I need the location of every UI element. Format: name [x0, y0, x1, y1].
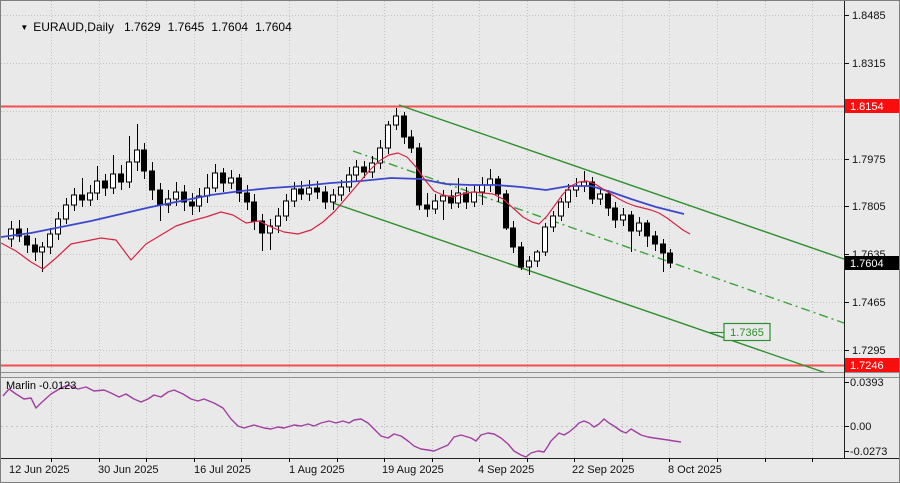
horizontal-price-lines	[1, 105, 844, 367]
svg-text:1.8485: 1.8485	[852, 10, 886, 22]
price-tag-1.7246	[845, 358, 899, 372]
svg-text:1.7465: 1.7465	[852, 297, 886, 309]
svg-text:1.7604: 1.7604	[850, 258, 884, 270]
quote-low: 1.7604	[211, 20, 249, 34]
trend-channel-lower	[332, 202, 827, 374]
svg-text:4 Sep 2025: 4 Sep 2025	[478, 464, 534, 476]
target-price-label: 1.7365	[710, 322, 771, 342]
svg-text:1 Aug 2025: 1 Aug 2025	[289, 464, 345, 476]
price-gridlines	[1, 15, 844, 351]
svg-text:0.0393: 0.0393	[850, 377, 884, 389]
candlestick-series	[8, 108, 673, 275]
quote-open: 1.7629	[123, 20, 161, 34]
svg-text:8 Oct 2025: 8 Oct 2025	[668, 464, 722, 476]
svg-text:1.7246: 1.7246	[850, 360, 884, 372]
moving-average-red	[1, 152, 691, 270]
time-axis[interactable]: 12 Jun 2025 30 Jun 2025 16 Jul 2025 1 Aug 2…	[9, 458, 813, 476]
trend-channel-middle	[352, 150, 845, 324]
svg-text:16 Jul 2025: 16 Jul 2025	[194, 464, 251, 476]
chart-title: ▼ EURAUD,Daily 1.7629 1.7645 1.7604 1.7604	[7, 6, 299, 48]
price-tag-1.7604	[845, 256, 899, 270]
svg-text:30 Jun 2025: 30 Jun 2025	[98, 464, 159, 476]
svg-text:12 Jun 2025: 12 Jun 2025	[9, 464, 70, 476]
price-tag-1.8154	[845, 99, 899, 113]
svg-text:1.8315: 1.8315	[852, 58, 886, 70]
trend-channel-upper	[398, 104, 845, 260]
svg-text:1.7365: 1.7365	[730, 327, 764, 339]
moving-average-blue	[1, 177, 685, 238]
indicator-label: Marlin -0.0123	[6, 380, 76, 392]
pane-splitter[interactable]	[1, 372, 900, 378]
svg-text:1.7805: 1.7805	[852, 201, 886, 213]
indicator-value: -0.0123	[39, 380, 77, 392]
svg-text:22 Sep 2025: 22 Sep 2025	[572, 464, 634, 476]
svg-text:0.00: 0.00	[850, 421, 871, 433]
marlin-indicator-line	[2, 384, 682, 458]
symbol-period-label: EURAUD,Daily	[33, 20, 114, 34]
symbol-dropdown-icon[interactable]: ▼	[20, 23, 29, 32]
price-tags: 1.8154 1.7604 1.7246	[845, 99, 899, 372]
axes-frame	[1, 1, 899, 459]
svg-text:1.8154: 1.8154	[850, 101, 884, 113]
svg-text:1.7295: 1.7295	[852, 345, 886, 357]
quote-close: 1.7604	[255, 20, 292, 34]
quote-high: 1.7645	[167, 20, 205, 34]
indicator-name: Marlin	[6, 380, 36, 392]
svg-text:19 Aug 2025: 19 Aug 2025	[382, 464, 444, 476]
svg-text:1.7975: 1.7975	[852, 154, 886, 166]
svg-text:-0.0273: -0.0273	[850, 446, 887, 458]
